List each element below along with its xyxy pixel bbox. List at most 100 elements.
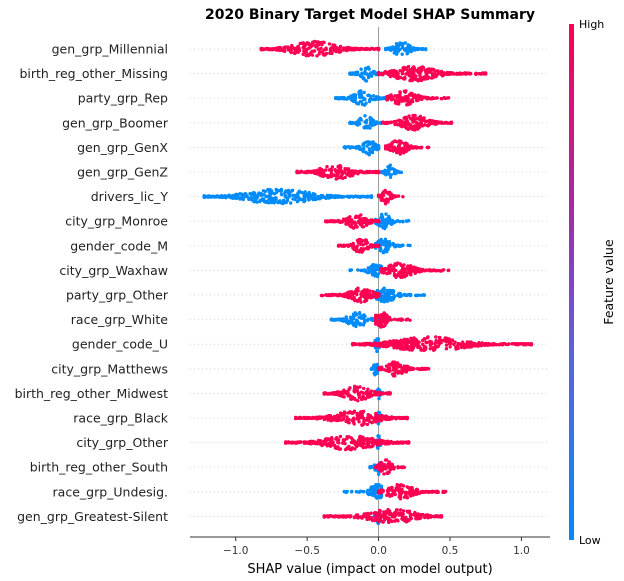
shap-point-high [312,169,317,173]
shap-point-high [413,113,417,118]
shap-point-high [344,447,348,452]
shap-point-high [403,90,407,95]
shap-point-high [446,121,450,125]
shap-point-high [428,490,432,494]
shap-point-high [284,45,288,49]
shap-point-low [361,96,366,100]
shap-point-low [271,198,275,202]
shap-point-high [425,71,430,75]
shap-point-high [407,144,411,149]
shap-point-low [389,222,394,226]
shap-point-high [401,121,406,126]
shap-point-low [384,223,388,227]
shap-point-low [320,194,325,198]
shap-point-high [464,345,468,349]
shap-point-low [395,170,399,174]
shap-point-high [476,342,480,346]
shap-point-high [327,514,331,518]
shap-point-low [240,193,244,198]
shap-point-high [376,366,381,370]
shap-point-high [414,74,418,79]
shap-point-high [453,340,457,344]
shap-point-high [411,493,416,497]
shap-point-high [450,71,454,75]
shap-point-low [388,175,393,179]
shap-point-high [321,415,325,419]
shap-point-high [337,441,341,445]
shap-point-high [407,148,411,152]
shap-point-low [349,268,354,272]
shap-point-high [445,72,449,77]
shap-point-high [349,397,353,401]
shap-point-low [378,248,382,253]
shap-point-high [402,124,406,128]
shap-point-low [274,187,278,192]
shap-point-high [309,441,313,446]
shap-point-high [380,320,384,324]
shap-point-high [322,392,326,396]
shap-point-low [273,200,277,204]
shap-point-high [356,399,360,403]
shap-point-low [382,286,386,290]
shap-point-low [399,243,404,248]
shap-point-high [383,466,387,471]
feature-labels: gen_grp_Millennialbirth_reg_other_Missin… [15,42,169,524]
shap-point-low [353,121,357,125]
shap-point-high [431,489,435,494]
shap-point-low [406,243,410,247]
shap-point-high [392,194,396,198]
shap-point-low [349,71,353,76]
shap-point-high [384,146,388,151]
shap-point-low [371,266,376,270]
shap-point-high [423,268,428,272]
shap-point-low [369,122,373,127]
shap-point-high [314,441,319,446]
x-tick-label: 0.0 [370,545,387,557]
shap-point-high [351,342,355,346]
colorbar-low-label: Low [579,534,601,547]
shap-point-high [312,49,317,53]
shap-point-low [266,187,270,192]
shap-point-high [341,244,345,248]
feature-label: gen_grp_Greatest-Silent [17,509,168,524]
shap-point-high [318,166,322,171]
shap-point-high [416,341,420,345]
shap-point-high [401,509,406,513]
shap-point-low [384,242,388,246]
shap-point-low [371,317,375,321]
shap-point-high [411,119,415,123]
shap-point-high [332,173,336,177]
shap-point-high [329,169,334,173]
shap-point-high [389,193,394,198]
shap-point-low [392,168,397,172]
shap-point-low [268,190,272,195]
shap-point-high [374,322,378,326]
shap-point-low [324,196,328,200]
shap-point-high [397,343,402,348]
shap-point-high [296,44,300,48]
shap-point-high [383,512,388,516]
shap-point-high [376,219,381,223]
shap-point-high [360,423,364,427]
shap-point-low [376,338,380,342]
shap-point-low [238,192,242,196]
shap-point-high [346,167,351,171]
shap-point-high [305,169,310,173]
shap-point-high [392,342,396,346]
shap-point-high [384,144,388,148]
shap-point-low [344,490,348,495]
shap-point-low [403,41,408,45]
shap-point-high [359,300,363,304]
shap-point-high [387,470,391,474]
shap-point-high [361,445,366,450]
shap-point-high [382,311,386,315]
shap-point-high [397,274,402,278]
shap-point-high [456,341,460,346]
shap-point-high [376,463,380,467]
shap-point-high [441,489,445,493]
shap-point-high [420,117,425,122]
shap-point-high [352,396,357,401]
shap-point-high [320,40,324,45]
shap-point-low [359,147,363,151]
shap-point-high [515,342,519,346]
